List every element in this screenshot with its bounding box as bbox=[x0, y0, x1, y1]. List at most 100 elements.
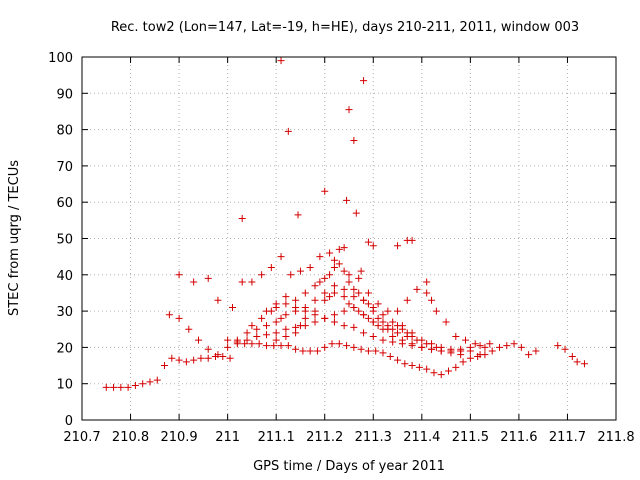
data-point bbox=[233, 338, 241, 346]
x-tick-label: 210.7 bbox=[63, 430, 100, 445]
y-tick-labels: 0 10 20 30 40 50 60 70 80 90 100 bbox=[48, 51, 73, 429]
data-point bbox=[459, 358, 467, 366]
data-point bbox=[369, 307, 377, 315]
data-point bbox=[204, 354, 212, 362]
data-point bbox=[340, 244, 348, 252]
data-point bbox=[326, 271, 334, 279]
data-point bbox=[510, 340, 518, 348]
data-point bbox=[423, 365, 431, 373]
data-point bbox=[316, 278, 324, 286]
data-point bbox=[326, 249, 334, 257]
data-point bbox=[321, 314, 329, 322]
data-point bbox=[306, 264, 314, 272]
data-point bbox=[292, 329, 300, 337]
data-point bbox=[335, 245, 343, 253]
data-point bbox=[146, 378, 154, 386]
data-point bbox=[364, 314, 372, 322]
data-point bbox=[197, 354, 205, 362]
data-point bbox=[277, 253, 285, 261]
data-point bbox=[328, 340, 336, 348]
y-tick-label: 10 bbox=[56, 378, 73, 393]
data-point bbox=[287, 271, 295, 279]
y-tick-label: 60 bbox=[56, 196, 73, 211]
data-point bbox=[272, 303, 280, 311]
data-point bbox=[238, 215, 246, 223]
data-point bbox=[253, 333, 261, 341]
data-point bbox=[219, 352, 227, 360]
data-point bbox=[330, 318, 338, 326]
data-point bbox=[413, 285, 421, 293]
data-point bbox=[267, 264, 275, 272]
data-point bbox=[284, 342, 292, 350]
points-layer bbox=[102, 57, 588, 391]
data-point bbox=[253, 325, 261, 333]
data-point bbox=[471, 340, 479, 348]
data-point bbox=[255, 340, 263, 348]
data-point bbox=[384, 325, 392, 333]
data-point bbox=[418, 343, 426, 351]
data-point bbox=[243, 336, 251, 344]
data-point bbox=[369, 242, 377, 250]
x-tick-label: 210.8 bbox=[112, 430, 149, 445]
data-point bbox=[340, 267, 348, 275]
data-point bbox=[284, 127, 292, 135]
data-point bbox=[369, 333, 377, 341]
data-point bbox=[321, 274, 329, 282]
data-point bbox=[415, 363, 423, 371]
data-point bbox=[423, 278, 431, 286]
data-point bbox=[262, 342, 270, 350]
data-point bbox=[330, 256, 338, 264]
data-point bbox=[495, 343, 503, 351]
data-point bbox=[311, 296, 319, 304]
data-point bbox=[330, 311, 338, 319]
x-tick-label: 211.8 bbox=[597, 430, 634, 445]
data-point bbox=[452, 363, 460, 371]
chart-title: Rec. tow2 (Lon=147, Lat=-19, h=HE), days… bbox=[111, 20, 579, 35]
data-point bbox=[398, 325, 406, 333]
data-point bbox=[238, 278, 246, 286]
y-tick-label: 100 bbox=[48, 51, 73, 66]
data-point bbox=[466, 343, 474, 351]
data-point bbox=[224, 336, 232, 344]
data-point bbox=[311, 318, 319, 326]
data-point bbox=[185, 325, 193, 333]
data-point bbox=[394, 322, 402, 330]
data-point bbox=[488, 347, 496, 355]
data-point bbox=[374, 300, 382, 308]
data-point bbox=[423, 289, 431, 297]
data-point bbox=[423, 340, 431, 348]
data-point bbox=[364, 238, 372, 246]
data-point bbox=[389, 338, 397, 346]
data-point bbox=[296, 267, 304, 275]
data-point bbox=[214, 351, 222, 359]
data-point bbox=[394, 329, 402, 337]
data-point bbox=[243, 329, 251, 337]
data-point bbox=[110, 383, 118, 391]
data-point bbox=[153, 376, 161, 384]
data-point bbox=[282, 300, 290, 308]
y-tick-label: 80 bbox=[56, 124, 73, 139]
data-point bbox=[190, 356, 198, 364]
data-point bbox=[102, 383, 110, 391]
data-point bbox=[445, 367, 453, 375]
data-point bbox=[481, 343, 489, 351]
data-point bbox=[379, 349, 387, 357]
data-point bbox=[241, 340, 249, 348]
data-point bbox=[466, 354, 474, 362]
x-tick-label: 211.6 bbox=[500, 430, 537, 445]
data-point bbox=[374, 322, 382, 330]
data-point bbox=[476, 342, 484, 350]
x-tick-label: 211.5 bbox=[452, 430, 489, 445]
data-point bbox=[182, 358, 190, 366]
data-point bbox=[321, 296, 329, 304]
data-point bbox=[282, 325, 290, 333]
ticks-layer bbox=[81, 56, 617, 421]
data-point bbox=[389, 318, 397, 326]
data-point bbox=[340, 307, 348, 315]
data-point bbox=[357, 267, 365, 275]
data-point bbox=[282, 333, 290, 341]
x-tick-label: 211.4 bbox=[403, 430, 440, 445]
data-point bbox=[330, 264, 338, 272]
y-tick-label: 90 bbox=[56, 87, 73, 102]
data-point bbox=[262, 307, 270, 315]
